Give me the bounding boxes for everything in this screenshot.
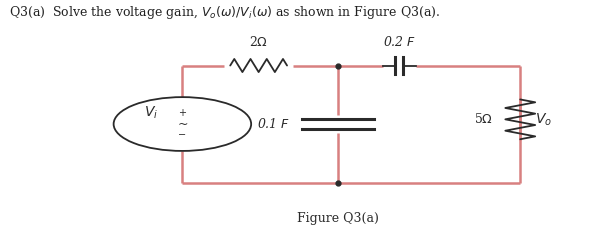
Text: 2$\Omega$: 2$\Omega$	[249, 35, 268, 49]
Text: −: −	[178, 130, 187, 140]
Text: 0.1 $F$: 0.1 $F$	[257, 117, 290, 131]
Text: +: +	[178, 109, 187, 118]
Text: 0.2 $F$: 0.2 $F$	[383, 35, 416, 49]
Text: $V_i$: $V_i$	[144, 104, 158, 121]
Text: Q3(a)  Solve the voltage gain, $V_o(\omega)/V_i(\omega)$ as shown in Figure Q3(a: Q3(a) Solve the voltage gain, $V_o(\omeg…	[9, 4, 440, 21]
Text: $V_o$: $V_o$	[535, 111, 552, 128]
Text: Figure Q3(a): Figure Q3(a)	[297, 212, 379, 225]
Text: 5$\Omega$: 5$\Omega$	[474, 112, 493, 126]
Text: ~: ~	[177, 117, 188, 131]
